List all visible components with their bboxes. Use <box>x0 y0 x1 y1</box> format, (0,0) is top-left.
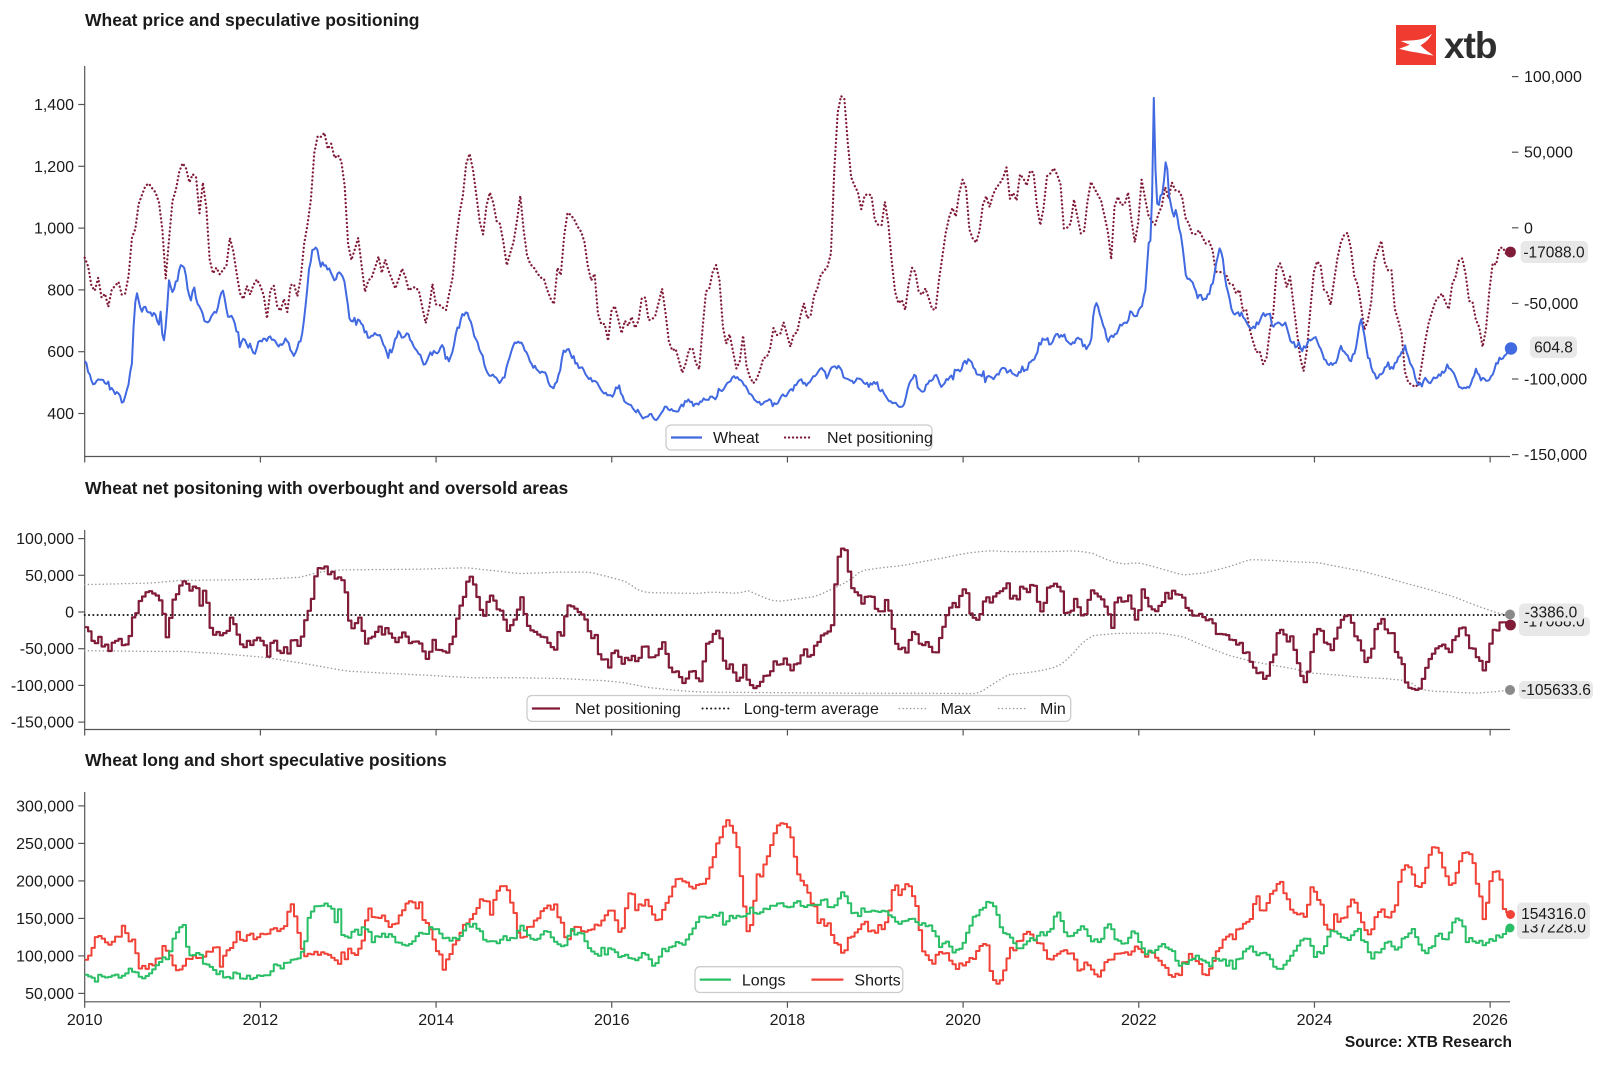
svg-text:200,000: 200,000 <box>16 873 74 890</box>
svg-text:0: 0 <box>1524 220 1533 237</box>
svg-text:-3386.0: -3386.0 <box>1525 605 1578 622</box>
svg-text:100,000: 100,000 <box>16 948 74 965</box>
svg-text:800: 800 <box>47 282 74 299</box>
svg-text:xtb: xtb <box>1444 25 1497 66</box>
svg-text:604.8: 604.8 <box>1534 340 1573 357</box>
svg-text:50,000: 50,000 <box>25 568 74 585</box>
svg-text:Net positioning: Net positioning <box>575 701 681 718</box>
svg-text:2014: 2014 <box>418 1012 454 1029</box>
svg-text:154316.0: 154316.0 <box>1521 906 1586 923</box>
svg-text:-150,000: -150,000 <box>11 715 74 732</box>
svg-text:1,200: 1,200 <box>34 159 74 176</box>
svg-text:Longs: Longs <box>742 973 786 990</box>
svg-text:400: 400 <box>47 406 74 423</box>
svg-text:-17088.0: -17088.0 <box>1523 245 1585 262</box>
svg-text:Wheat price and speculative po: Wheat price and speculative positioning <box>85 10 420 30</box>
svg-text:Long-term average: Long-term average <box>744 701 879 718</box>
svg-text:100,000: 100,000 <box>1524 69 1582 86</box>
svg-text:Max: Max <box>941 701 971 718</box>
svg-text:600: 600 <box>47 344 74 361</box>
svg-text:-50,000: -50,000 <box>20 641 74 658</box>
svg-text:-100,000: -100,000 <box>1524 372 1587 389</box>
svg-text:50,000: 50,000 <box>1524 145 1573 162</box>
svg-text:Shorts: Shorts <box>854 973 900 990</box>
svg-text:-50,000: -50,000 <box>1524 296 1578 313</box>
svg-text:2010: 2010 <box>67 1012 103 1029</box>
svg-text:100,000: 100,000 <box>16 531 74 548</box>
svg-text:-150,000: -150,000 <box>1524 447 1587 464</box>
svg-text:150,000: 150,000 <box>16 911 74 928</box>
svg-text:2016: 2016 <box>594 1012 630 1029</box>
svg-text:2012: 2012 <box>243 1012 279 1029</box>
svg-text:2024: 2024 <box>1297 1012 1333 1029</box>
svg-text:0: 0 <box>65 605 74 622</box>
svg-text:1,400: 1,400 <box>34 97 74 114</box>
svg-text:1,000: 1,000 <box>34 221 74 238</box>
svg-text:2020: 2020 <box>945 1012 981 1029</box>
svg-text:300,000: 300,000 <box>16 798 74 815</box>
svg-text:Wheat long and short speculati: Wheat long and short speculative positio… <box>85 750 447 770</box>
svg-text:Source: XTB Research: Source: XTB Research <box>1345 1034 1512 1051</box>
svg-text:2018: 2018 <box>770 1012 806 1029</box>
svg-text:-105633.6: -105633.6 <box>1521 682 1591 699</box>
svg-text:250,000: 250,000 <box>16 836 74 853</box>
svg-text:Wheat: Wheat <box>713 430 760 447</box>
svg-text:Min: Min <box>1040 701 1066 718</box>
svg-text:Net positioning: Net positioning <box>827 430 933 447</box>
svg-text:-100,000: -100,000 <box>11 678 74 695</box>
svg-text:Wheat net positoning with over: Wheat net positoning with overbought and… <box>85 478 568 498</box>
svg-text:50,000: 50,000 <box>25 986 74 1003</box>
svg-text:2026: 2026 <box>1472 1012 1508 1029</box>
svg-text:2022: 2022 <box>1121 1012 1157 1029</box>
